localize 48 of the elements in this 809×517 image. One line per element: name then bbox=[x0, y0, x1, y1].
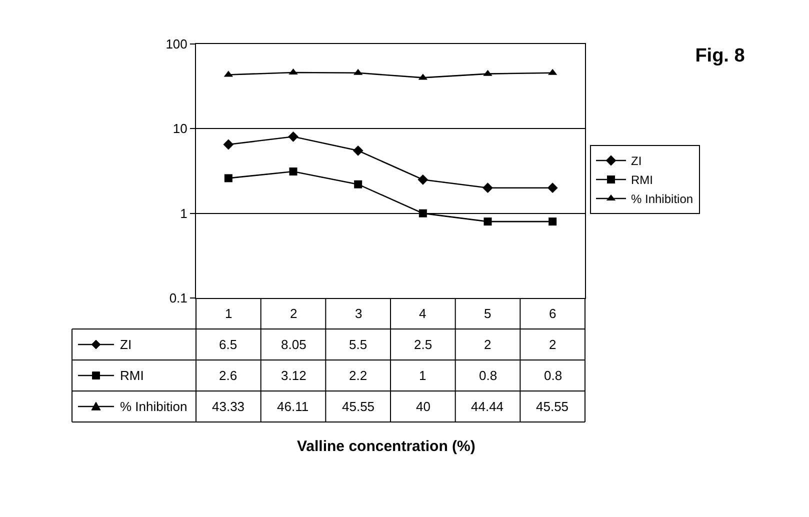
data-label: 2.2 bbox=[349, 368, 368, 383]
data-label: 46.11 bbox=[277, 399, 309, 414]
x-tick-label: 3 bbox=[355, 306, 362, 321]
legend-label: % Inhibition bbox=[631, 192, 694, 206]
x-tick-label: 4 bbox=[419, 306, 426, 321]
data-label: 45.55 bbox=[536, 399, 569, 414]
data-label: 0.8 bbox=[479, 368, 498, 383]
data-label: 2.6 bbox=[219, 368, 238, 383]
y-tick-label: 10 bbox=[172, 121, 188, 136]
point bbox=[223, 139, 234, 150]
text: RMI bbox=[120, 368, 144, 383]
y-tick-label: 0.1 bbox=[169, 290, 188, 306]
point bbox=[288, 131, 298, 142]
data-label: 6.5 bbox=[219, 337, 238, 352]
point bbox=[289, 167, 298, 176]
data-label: 2 bbox=[484, 337, 492, 352]
legend-label: RMI bbox=[631, 173, 653, 188]
point bbox=[224, 174, 232, 182]
x-tick-label: 5 bbox=[484, 306, 492, 321]
data-label: 2.5 bbox=[414, 337, 432, 352]
text: Fig. 8 bbox=[695, 46, 745, 67]
data-label: 45.55 bbox=[342, 399, 375, 414]
legend-label: ZI bbox=[631, 154, 642, 168]
text: % Inhibition bbox=[120, 399, 188, 414]
x-tick-label: 1 bbox=[225, 306, 232, 321]
y-tick-label: 100 bbox=[166, 36, 188, 52]
data-label: 40 bbox=[416, 399, 430, 414]
point bbox=[482, 182, 493, 194]
text: ZI bbox=[120, 337, 132, 352]
data-label: 5.5 bbox=[349, 337, 368, 352]
data-label: 1 bbox=[419, 368, 426, 383]
data-label: 44.44 bbox=[471, 399, 504, 414]
data-label: 8.05 bbox=[281, 337, 306, 352]
point bbox=[547, 182, 558, 194]
data-label: 0.8 bbox=[544, 368, 562, 383]
point bbox=[352, 145, 364, 156]
text: Valline concentration (%) bbox=[297, 438, 476, 455]
data-label: 2 bbox=[549, 337, 556, 352]
data-label: 3.12 bbox=[281, 368, 306, 383]
y-tick-label: 1 bbox=[180, 206, 188, 221]
point bbox=[418, 209, 427, 218]
point bbox=[418, 174, 428, 185]
point bbox=[354, 180, 362, 188]
data-label: 43.33 bbox=[212, 399, 245, 414]
x-tick-label: 2 bbox=[290, 306, 298, 321]
x-tick-label: 6 bbox=[549, 306, 556, 321]
point bbox=[548, 218, 557, 226]
point bbox=[484, 218, 492, 226]
